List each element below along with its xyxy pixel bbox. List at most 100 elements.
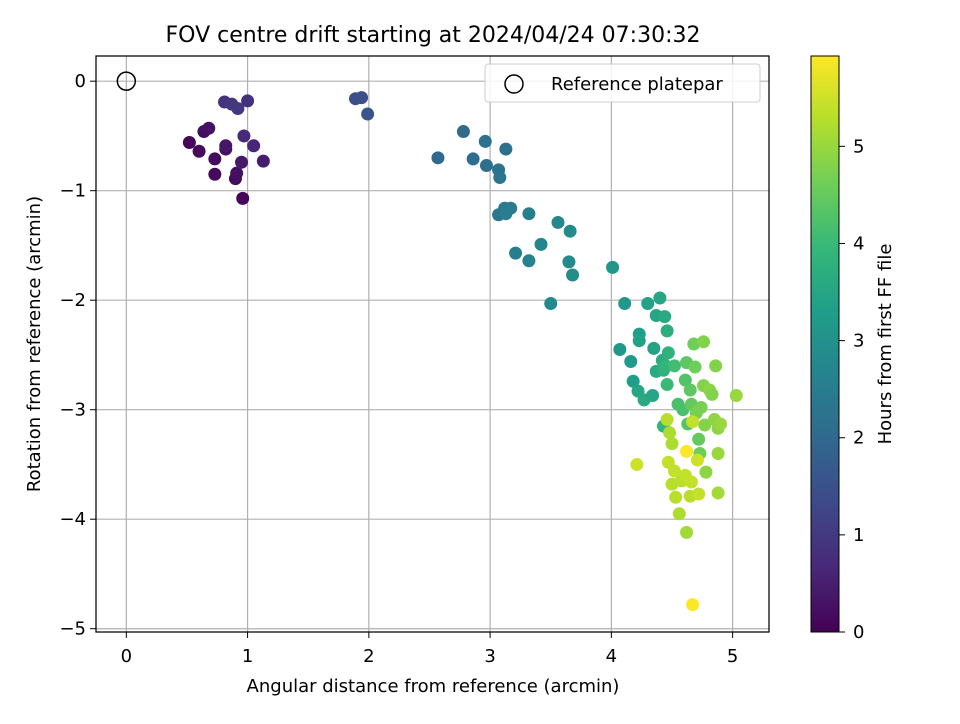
y-tick-label: −2 [59,290,86,311]
data-point [709,359,723,373]
data-point [247,139,261,153]
data-point [660,324,674,338]
data-point [632,334,646,348]
data-point [237,129,251,143]
data-point [705,387,719,401]
data-point [192,144,206,158]
data-point [618,296,632,310]
colorbar-label: Hours from first FF file [875,244,896,445]
data-point [678,373,692,387]
colorbar-tick-label: 2 [853,428,864,449]
data-point [665,437,679,451]
legend-marker [504,74,524,94]
data-point [361,107,375,121]
data-point [692,432,706,446]
data-point [522,207,536,221]
y-tick-label: −1 [59,181,86,202]
data-point [729,388,743,402]
data-point [661,346,675,360]
y-tick-label: 0 [75,71,86,92]
data-point [563,224,577,238]
data-point [641,296,655,310]
x-tick-label: 0 [121,646,132,667]
y-tick-label: −5 [59,619,86,640]
data-point [692,487,706,501]
data-point [241,94,255,108]
data-point [208,167,222,181]
data-point [551,215,565,229]
data-point [466,152,480,166]
colorbar-tick-label: 4 [853,233,864,254]
data-point [660,413,674,427]
data-point [562,255,576,269]
data-point [711,486,725,500]
data-point [663,426,677,440]
data-point [711,447,725,461]
data-point [686,415,700,429]
data-point [236,191,250,205]
x-tick-label: 5 [727,646,738,667]
data-point [544,296,558,310]
colorbar-tick-label: 0 [853,622,864,643]
legend-entry: Reference platepar [551,74,723,95]
x-axis-label: Angular distance from reference (arcmin) [247,676,620,697]
data-point [680,525,694,539]
data-point [202,121,216,135]
data-point [690,453,704,467]
data-point [231,102,245,116]
grid [96,56,769,632]
data-point [208,152,222,166]
data-point [499,207,513,221]
plot-frame [95,55,770,633]
colorbar-tick-label: 1 [853,525,864,546]
data-point [699,465,713,479]
y-tick-label: −4 [59,509,86,530]
data-point [658,310,672,324]
x-tick-label: 4 [606,646,617,667]
data-point [624,355,638,369]
data-points [182,91,743,612]
data-point [684,475,698,489]
data-point [235,155,249,169]
data-point [697,335,711,349]
data-point [431,151,445,165]
data-point [669,490,683,504]
legend: Reference platepar [484,63,761,103]
data-point [478,134,492,148]
y-tick-label: −3 [59,400,86,421]
data-point [509,246,523,260]
y-axis-label: Rotation from reference (arcmin) [24,196,45,492]
data-point [660,378,674,392]
data-point [566,268,580,282]
data-point [613,342,627,356]
data-point [698,418,712,432]
data-point [606,260,620,274]
data-point [680,444,694,458]
data-point [626,374,640,388]
x-tick-label: 2 [363,646,374,667]
colorbar-tick-label: 3 [853,331,864,352]
legend-box [484,63,761,103]
data-point [499,142,513,156]
data-point [355,91,369,105]
y-axis-ticks: 0 −1 −2 −3 −4 −5 [59,71,96,640]
colorbar-tick-label: 5 [853,136,864,157]
data-point [230,166,244,180]
data-point [646,388,660,402]
colorbar-ticks: 0 1 2 3 4 5 [839,136,864,643]
x-axis-ticks: 0 1 2 3 4 5 [121,632,738,667]
reference-marker [116,71,137,91]
data-point [219,139,233,153]
data-point [493,171,507,185]
x-tick-label: 3 [484,646,495,667]
data-point [479,159,493,173]
data-point [667,464,681,478]
data-point [694,401,708,415]
data-point [647,341,661,355]
data-point [256,154,270,168]
data-point [672,507,686,521]
colorbar: 0 1 2 3 4 5 Hours from first FF file [810,55,896,643]
data-point [456,125,470,139]
